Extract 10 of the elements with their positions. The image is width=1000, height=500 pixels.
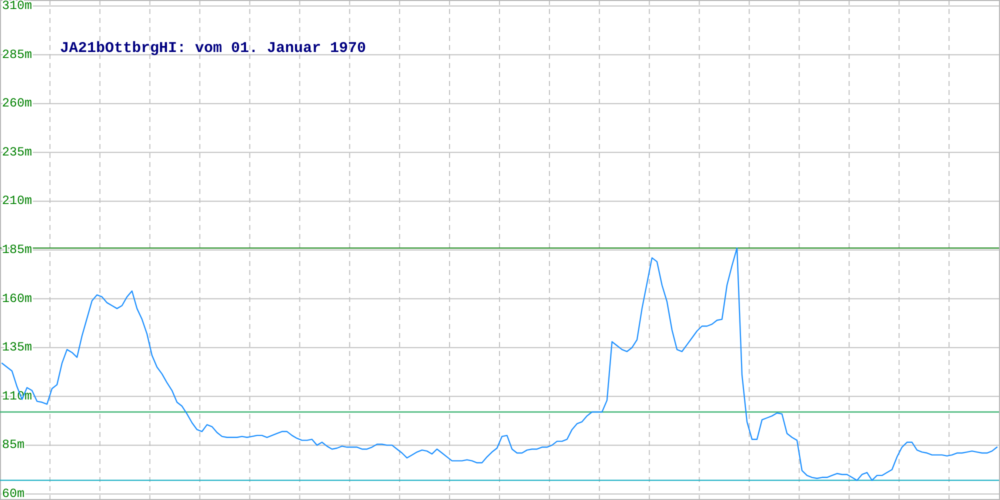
- y-tick-label: 135m: [2, 340, 32, 355]
- y-tick-label: 285m: [2, 48, 32, 62]
- y-tick-label: 160m: [2, 292, 32, 306]
- y-tick-label: 210m: [2, 194, 32, 208]
- y-tick-label: 60m: [2, 487, 25, 500]
- y-tick-label: 310m: [2, 0, 32, 13]
- text: JA21bOttbrgHI: vom 01. Januar 1970: [60, 40, 366, 56]
- y-tick-label: 260m: [2, 96, 32, 111]
- y-tick-label: 235m: [2, 145, 32, 160]
- y-tick-label: 85m: [2, 438, 25, 452]
